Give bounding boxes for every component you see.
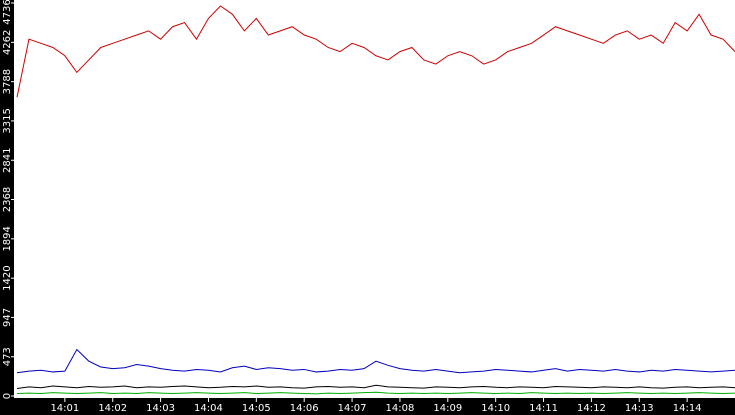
- series-line: [16, 5, 735, 98]
- series-line: [16, 384, 735, 390]
- x-tick-label: 14:03: [146, 403, 175, 414]
- y-tick-label: 3315: [2, 108, 13, 133]
- y-axis-band: [0, 0, 14, 415]
- series-line: [16, 348, 735, 374]
- y-tick-label: 3788: [2, 69, 13, 94]
- y-tick-label: 1894: [2, 226, 13, 251]
- x-axis-band: [0, 398, 735, 415]
- y-tick-label: 473: [2, 347, 13, 366]
- x-tick-label: 14:05: [242, 403, 271, 414]
- x-tick-label: 14:14: [673, 403, 702, 414]
- x-tick-label: 14:04: [194, 403, 223, 414]
- x-tick-label: 14:06: [290, 403, 319, 414]
- x-tick-label: 14:07: [338, 403, 367, 414]
- y-tick-label: 0: [2, 393, 13, 399]
- x-tick-label: 14:01: [50, 403, 79, 414]
- y-tick-label: 2368: [2, 187, 13, 212]
- x-tick-label: 14:08: [386, 403, 415, 414]
- x-tick-label: 14:10: [481, 403, 510, 414]
- y-tick-label: 4736: [2, 0, 13, 25]
- x-tick-label: 14:02: [98, 403, 127, 414]
- y-tick-label: 2841: [2, 148, 13, 173]
- x-tick-label: 14:12: [577, 403, 606, 414]
- x-tick-label: 14:09: [433, 403, 462, 414]
- y-tick-label: 1420: [2, 265, 13, 290]
- y-tick-label: 4262: [2, 30, 13, 55]
- x-tick-label: 14:13: [625, 403, 654, 414]
- series-line: [16, 391, 735, 395]
- y-tick-label: 947: [2, 308, 13, 327]
- x-tick-label: 14:11: [529, 403, 558, 414]
